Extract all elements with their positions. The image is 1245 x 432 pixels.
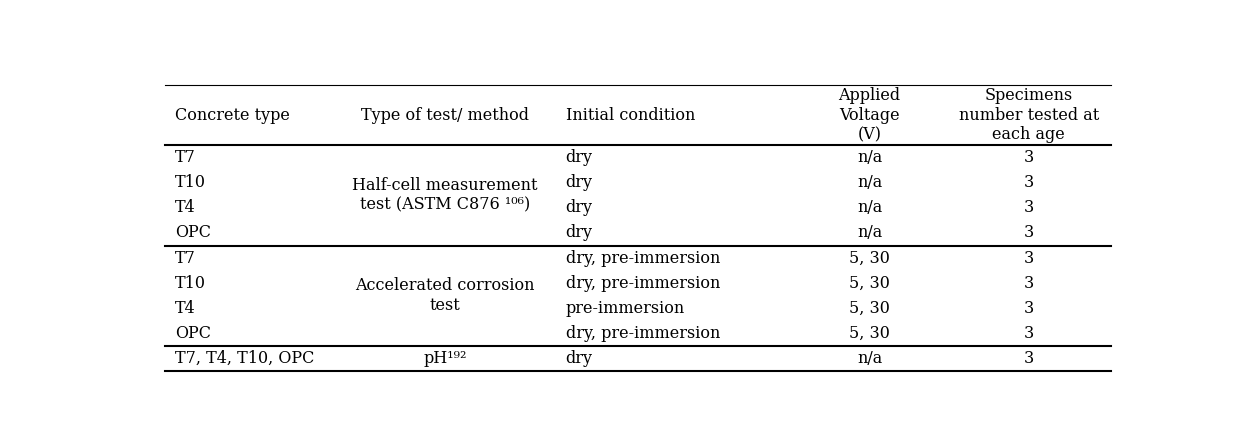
Text: Half-cell measurement
test (ASTM C876 ¹⁰⁶): Half-cell measurement test (ASTM C876 ¹⁰… (352, 177, 538, 213)
Text: dry, pre-immersion: dry, pre-immersion (565, 325, 720, 342)
Text: 3: 3 (1023, 250, 1033, 267)
Text: 3: 3 (1023, 275, 1033, 292)
Text: T7: T7 (174, 250, 195, 267)
Text: n/a: n/a (857, 350, 883, 367)
Text: 3: 3 (1023, 350, 1033, 367)
Text: Accelerated corrosion
test: Accelerated corrosion test (355, 277, 535, 314)
Text: dry: dry (565, 199, 593, 216)
Text: T7, T4, T10, OPC: T7, T4, T10, OPC (174, 350, 314, 367)
Text: 3: 3 (1023, 325, 1033, 342)
Text: T10: T10 (174, 174, 205, 191)
Text: T4: T4 (174, 300, 195, 317)
Text: 5, 30: 5, 30 (849, 275, 890, 292)
Text: dry: dry (565, 350, 593, 367)
Text: Type of test/ method: Type of test/ method (361, 107, 529, 124)
Text: OPC: OPC (174, 225, 210, 241)
Text: 5, 30: 5, 30 (849, 300, 890, 317)
Text: dry: dry (565, 174, 593, 191)
Text: 3: 3 (1023, 225, 1033, 241)
Text: n/a: n/a (857, 174, 883, 191)
Text: 3: 3 (1023, 149, 1033, 166)
Text: Applied
Voltage
(V): Applied Voltage (V) (839, 87, 900, 143)
Text: Concrete type: Concrete type (174, 107, 290, 124)
Text: T7: T7 (174, 149, 195, 166)
Text: n/a: n/a (857, 149, 883, 166)
Text: T4: T4 (174, 199, 195, 216)
Text: dry, pre-immersion: dry, pre-immersion (565, 250, 720, 267)
Text: T10: T10 (174, 275, 205, 292)
Text: 3: 3 (1023, 300, 1033, 317)
Text: pre-immersion: pre-immersion (565, 300, 685, 317)
Text: dry, pre-immersion: dry, pre-immersion (565, 275, 720, 292)
Text: 3: 3 (1023, 199, 1033, 216)
Text: n/a: n/a (857, 225, 883, 241)
Text: 3: 3 (1023, 174, 1033, 191)
Text: 5, 30: 5, 30 (849, 325, 890, 342)
Text: OPC: OPC (174, 325, 210, 342)
Text: dry: dry (565, 149, 593, 166)
Text: pH¹⁹²: pH¹⁹² (423, 350, 467, 367)
Text: Initial condition: Initial condition (565, 107, 695, 124)
Text: Specimens
number tested at
each age: Specimens number tested at each age (959, 87, 1099, 143)
Text: dry: dry (565, 225, 593, 241)
Text: n/a: n/a (857, 199, 883, 216)
Text: 5, 30: 5, 30 (849, 250, 890, 267)
